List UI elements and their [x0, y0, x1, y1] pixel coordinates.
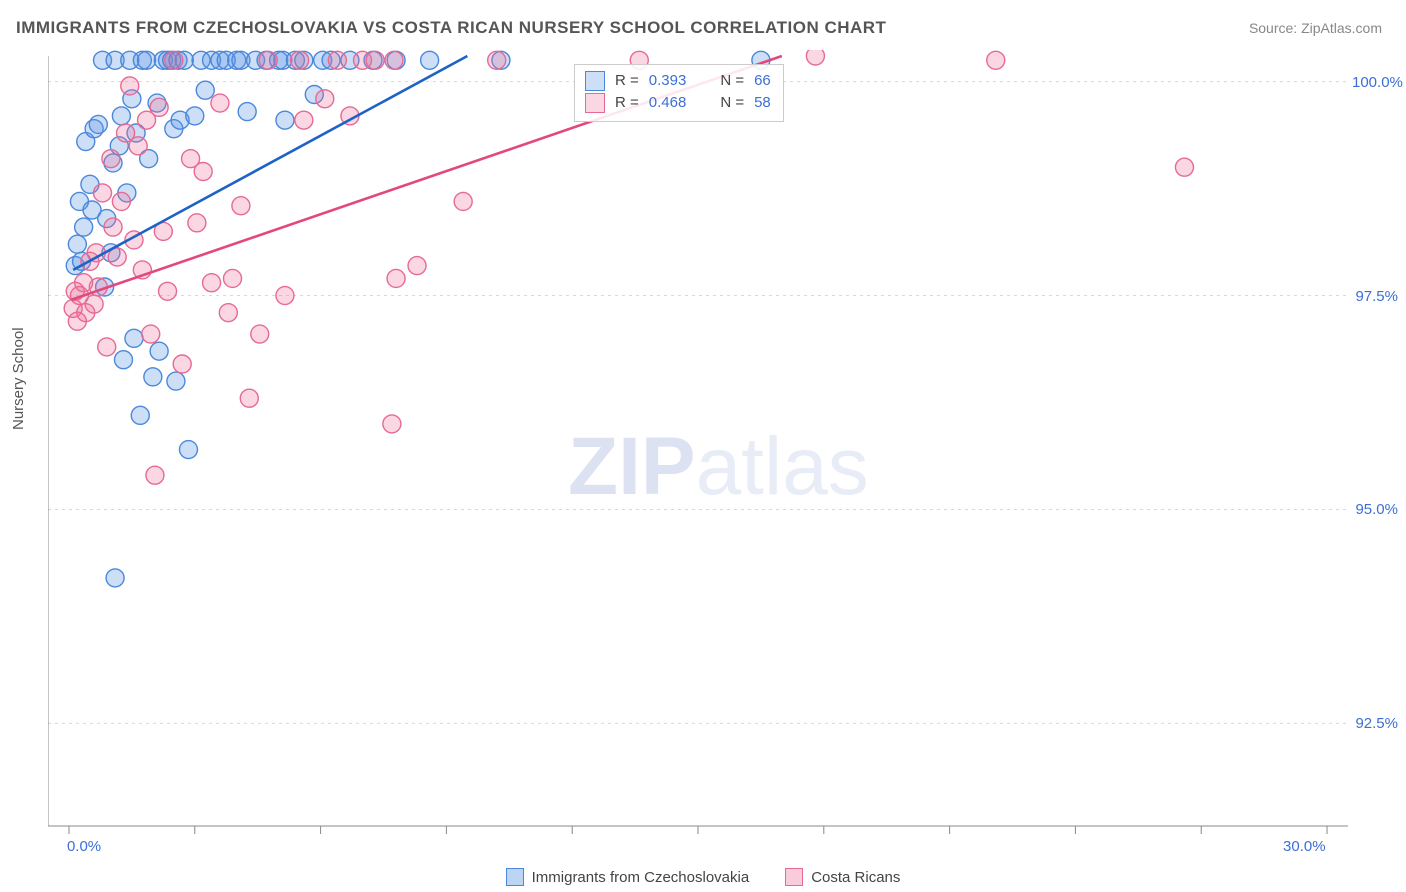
data-point: [259, 51, 277, 69]
data-point: [125, 329, 143, 347]
stat-swatch: [585, 93, 605, 113]
data-point: [387, 269, 405, 287]
data-point: [188, 214, 206, 232]
stat-r-label: R =: [615, 92, 639, 114]
stat-row: R = 0.468 N = 58: [585, 92, 771, 114]
data-point: [129, 137, 147, 155]
data-point: [150, 98, 168, 116]
data-point: [454, 192, 472, 210]
data-point: [186, 107, 204, 125]
data-point: [75, 218, 93, 236]
stat-n-label: N =: [720, 70, 744, 92]
data-point: [211, 94, 229, 112]
data-point: [173, 355, 191, 373]
data-point: [112, 192, 130, 210]
data-point: [488, 51, 506, 69]
y-axis-label: Nursery School: [10, 327, 27, 430]
y-tick-label: 97.5%: [1352, 288, 1398, 305]
stat-row: R = 0.393 N = 66: [585, 70, 771, 92]
scatter-plot: [48, 50, 1348, 840]
stat-r-value: 0.468: [649, 92, 687, 114]
data-point: [89, 115, 107, 133]
stat-n-value: 66: [754, 70, 771, 92]
stat-n-value: 58: [754, 92, 771, 114]
data-point: [138, 51, 156, 69]
stat-r-label: R =: [615, 70, 639, 92]
data-point: [316, 90, 334, 108]
data-point: [194, 163, 212, 181]
source-value: ZipAtlas.com: [1301, 20, 1382, 36]
x-tick-label: 30.0%: [1283, 838, 1326, 855]
data-point: [179, 441, 197, 459]
data-point: [295, 111, 313, 129]
source-label: Source:: [1249, 20, 1301, 36]
data-point: [385, 51, 403, 69]
data-point: [328, 51, 346, 69]
data-point: [159, 282, 177, 300]
data-point: [121, 77, 139, 95]
legend-swatch: [506, 868, 524, 886]
data-point: [203, 274, 221, 292]
data-point: [251, 325, 269, 343]
data-point: [106, 569, 124, 587]
data-point: [291, 51, 309, 69]
source-attribution: Source: ZipAtlas.com: [1249, 20, 1382, 36]
legend-swatch: [785, 868, 803, 886]
data-point: [102, 150, 120, 168]
data-point: [85, 295, 103, 313]
x-tick-label: 0.0%: [67, 838, 101, 855]
data-point: [104, 218, 122, 236]
data-point: [131, 406, 149, 424]
data-point: [219, 304, 237, 322]
y-tick-label: 92.5%: [1352, 715, 1398, 732]
y-tick-label: 100.0%: [1352, 74, 1398, 91]
data-point: [144, 368, 162, 386]
data-point: [142, 325, 160, 343]
data-point: [224, 269, 242, 287]
data-point: [232, 197, 250, 215]
data-point: [806, 50, 824, 65]
legend-label: Immigrants from Czechoslovakia: [532, 869, 750, 886]
data-point: [68, 235, 86, 253]
data-point: [196, 81, 214, 99]
data-point: [366, 51, 384, 69]
data-point: [240, 389, 258, 407]
stat-r-value: 0.393: [649, 70, 687, 92]
data-point: [112, 107, 130, 125]
chart-title: IMMIGRANTS FROM CZECHOSLOVAKIA VS COSTA …: [16, 18, 886, 38]
data-point: [238, 103, 256, 121]
legend-item: Immigrants from Czechoslovakia: [506, 868, 750, 886]
legend-label: Costa Ricans: [811, 869, 900, 886]
bottom-legend: Immigrants from Czechoslovakia Costa Rica…: [0, 868, 1406, 886]
data-point: [421, 51, 439, 69]
stats-legend-box: R = 0.393 N = 66 R = 0.468 N = 58: [574, 64, 784, 122]
data-point: [1175, 158, 1193, 176]
data-point: [276, 111, 294, 129]
legend-item: Costa Ricans: [785, 868, 900, 886]
data-point: [383, 415, 401, 433]
data-point: [98, 338, 116, 356]
data-point: [94, 184, 112, 202]
data-point: [150, 342, 168, 360]
stat-swatch: [585, 71, 605, 91]
y-tick-label: 95.0%: [1352, 501, 1398, 518]
stat-n-label: N =: [720, 92, 744, 114]
data-point: [167, 372, 185, 390]
data-point: [114, 351, 132, 369]
data-point: [276, 287, 294, 305]
data-point: [146, 466, 164, 484]
data-point: [987, 51, 1005, 69]
chart-container: Nursery School ZIPatlas R =0.393N =66R =…: [48, 50, 1348, 840]
data-point: [165, 51, 183, 69]
data-point: [408, 257, 426, 275]
